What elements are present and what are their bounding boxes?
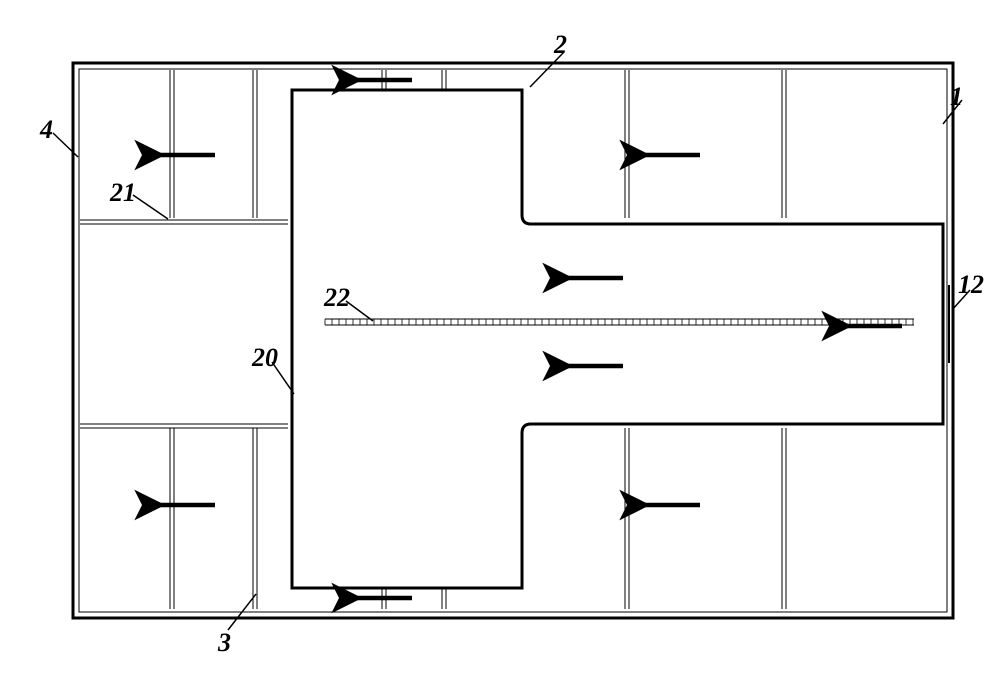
label-20: 20	[252, 343, 278, 373]
leader-line	[346, 301, 373, 321]
leader-line	[133, 195, 168, 219]
label-22: 22	[324, 283, 350, 313]
label-21: 21	[110, 178, 136, 208]
t-chamber-outline	[292, 90, 943, 588]
label-2: 2	[554, 30, 567, 60]
label-4: 4	[40, 115, 53, 145]
outer-frame	[73, 63, 953, 618]
outer-frame-inner	[79, 69, 947, 612]
label-12: 12	[958, 270, 984, 300]
label-3: 3	[218, 628, 231, 658]
label-1: 1	[950, 82, 963, 112]
technical-diagram	[0, 0, 1000, 673]
